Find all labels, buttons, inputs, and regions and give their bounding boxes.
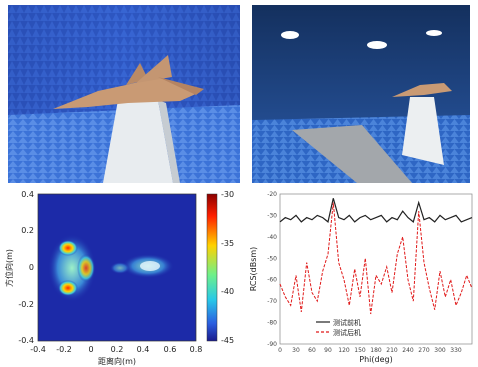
rcs-chart-panel: -20 -30 -40 -50 -60 -70 -80 -90 0 30 60 90 120 150 18…	[246, 186, 478, 367]
y-tick: -0.4	[18, 336, 34, 345]
y-tick: -0.2	[18, 300, 34, 309]
y-tick: -60	[267, 277, 277, 284]
x-tick: 150	[354, 347, 366, 354]
pylon	[103, 100, 173, 183]
colorbar-tick: -35	[221, 239, 234, 248]
ceiling-light	[367, 41, 387, 49]
x-tick: 270	[418, 347, 430, 354]
x-tick: 0.6	[164, 345, 177, 354]
x-tick: 0	[88, 345, 93, 354]
x-tick: 0	[278, 347, 282, 354]
x-tick: 0.8	[190, 345, 203, 354]
x-tick: 0.4	[137, 345, 150, 354]
chamber-photo-left	[8, 5, 240, 183]
x-axis-label: Phi(deg)	[359, 355, 392, 364]
chamber-photo-left-drawing	[8, 5, 240, 183]
x-tick: 0.2	[111, 345, 124, 354]
series-line-before	[279, 198, 473, 223]
ceiling-light	[281, 31, 299, 39]
series-line-after	[279, 202, 473, 315]
x-tick: 60	[308, 347, 316, 354]
colorbar-tick: -45	[221, 336, 234, 345]
legend-entry: 测试前机	[333, 318, 361, 327]
x-tick: 120	[338, 347, 350, 354]
colorbar	[206, 193, 218, 342]
x-tick: 300	[434, 347, 446, 354]
rcs-chart: -20 -30 -40 -50 -60 -70 -80 -90 0 30 60 90 120 150 18…	[249, 191, 473, 364]
legend: 测试前机 测试后机	[316, 318, 361, 337]
x-tick: 210	[386, 347, 398, 354]
y-tick: 0	[29, 263, 34, 272]
walkway	[292, 125, 412, 183]
y-tick: -90	[267, 341, 277, 348]
colorbar-tick: -40	[221, 287, 234, 296]
pylon	[402, 97, 444, 165]
y-tick: 0.2	[21, 226, 34, 235]
x-tick: -0.2	[56, 345, 72, 354]
x-tick: 90	[324, 347, 332, 354]
y-tick: -80	[267, 320, 277, 327]
aircraft-model	[392, 83, 452, 97]
y-tick: -40	[267, 234, 277, 241]
y-tick: -30	[267, 212, 277, 219]
y-tick: 0.4	[21, 190, 34, 199]
aircraft-model	[53, 77, 198, 109]
y-tick: -70	[267, 298, 277, 305]
x-tick: 180	[370, 347, 382, 354]
y-tick: -20	[267, 191, 277, 198]
legend-entry: 测试后机	[333, 328, 361, 337]
isar-image-panel: 0.4 0.2 0 -0.2 -0.4 -0.4 -0.2 0 0.2 0.4 …	[0, 186, 240, 367]
x-tick: 330	[450, 347, 462, 354]
colorbar-tick: -30	[221, 190, 234, 199]
chamber-photo-right	[252, 5, 470, 183]
ceiling-light	[426, 30, 442, 36]
y-axis-label: 方位向(m)	[4, 249, 14, 287]
y-axis-label: RCS(dBsm)	[249, 247, 258, 292]
x-tick: 240	[402, 347, 414, 354]
rcs-plot-area	[279, 193, 473, 345]
isar-image: 0.4 0.2 0 -0.2 -0.4 -0.4 -0.2 0 0.2 0.4 …	[4, 190, 234, 366]
x-tick: -0.4	[30, 345, 46, 354]
chamber-photo-right-drawing	[252, 5, 470, 183]
y-tick: -50	[267, 255, 277, 262]
x-tick: 30	[292, 347, 300, 354]
x-axis-label: 距离向(m)	[98, 356, 136, 366]
